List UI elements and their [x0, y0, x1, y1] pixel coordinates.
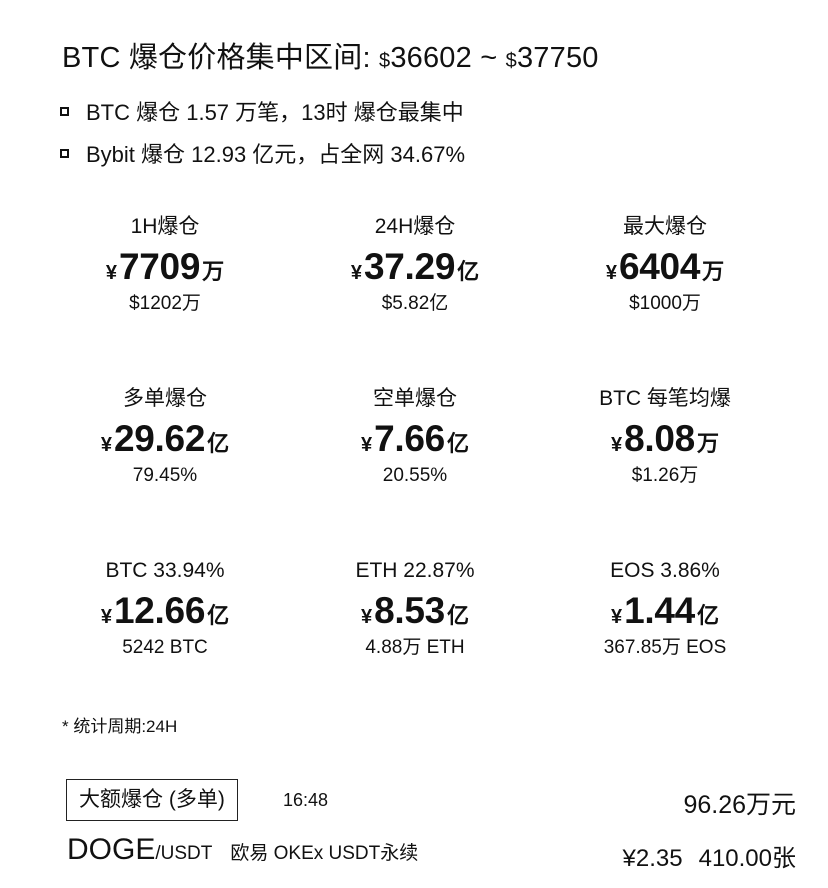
liquidation-time: 16:48 [283, 790, 329, 810]
stat-eth-share: ETH 22.87% ¥8.53亿 4.88万 ETH [290, 552, 540, 724]
stat-btc-avg-liquidation: BTC 每笔均爆 ¥8.08万 $1.26万 [540, 380, 790, 552]
liquidation-amount: 96.26万元 [683, 791, 796, 819]
pair-symbol: DOGE [67, 833, 156, 866]
stat-value: ¥7.66亿 [290, 416, 540, 462]
stat-sub: 20.55% [382, 465, 448, 486]
stats-row: BTC 33.94% ¥12.66亿 5242 BTC ETH 22.87% ¥… [40, 552, 790, 724]
bullet-text: Bybit 爆仓 12.93 亿元，占全网 34.67% [86, 142, 466, 167]
bullet-item: BTC 爆仓 1.57 万笔，13时 爆仓最集中 [60, 90, 465, 132]
stat-label: BTC 每笔均爆 [599, 387, 731, 410]
stat-number: 7709 [118, 246, 201, 287]
price-high: 37750 [516, 42, 599, 74]
stats-period-note: * 统计周期:24H [62, 717, 178, 736]
stat-unit: 万 [702, 259, 725, 284]
stats-grid: 1H爆仓 ¥7709万 $1202万 24H爆仓 ¥37.29亿 $5.82亿 … [40, 208, 790, 724]
stat-number: 7.66 [374, 418, 445, 459]
dollar-sign: $ [505, 50, 517, 72]
currency-symbol: ¥ [605, 262, 617, 284]
square-bullet-icon [60, 106, 69, 116]
stat-1h-liquidation: 1H爆仓 ¥7709万 $1202万 [40, 208, 290, 380]
stat-value: ¥37.29亿 [290, 244, 540, 290]
square-bullet-icon [60, 148, 69, 158]
stat-unit: 亿 [446, 431, 469, 456]
big-liquidation-tag: 大额爆仓 (多单) [66, 779, 238, 821]
stat-sub: 4.88万 ETH [365, 637, 465, 658]
stat-sub: $1000万 [629, 293, 701, 314]
stat-number: 37.29 [364, 246, 456, 287]
stats-row: 1H爆仓 ¥7709万 $1202万 24H爆仓 ¥37.29亿 $5.82亿 … [40, 208, 790, 380]
stat-eos-share: EOS 3.86% ¥1.44亿 367.85万 EOS [540, 552, 790, 724]
stat-number: 6404 [618, 246, 701, 287]
stat-unit: 万 [696, 431, 719, 456]
stat-unit: 亿 [457, 259, 480, 284]
pair-quote: /USDT [155, 843, 213, 864]
stat-sub: 5242 BTC [122, 637, 208, 658]
bullet-text: BTC 爆仓 1.57 万笔，13时 爆仓最集中 [86, 100, 464, 125]
stat-value: ¥6404万 [540, 244, 790, 290]
stat-short-liquidation: 空单爆仓 ¥7.66亿 20.55% [290, 380, 540, 552]
trading-pair: DOGE/USDT 欧易 OKEx USDT永续 [67, 833, 418, 867]
price-low: 36602 [390, 42, 472, 74]
currency-symbol: ¥ [361, 434, 373, 456]
liquidation-price-qty: ¥2.35 410.00张 [623, 838, 796, 873]
currency-symbol: ¥ [361, 606, 373, 628]
stat-value: ¥7709万 [40, 244, 290, 290]
liquidation-price: ¥2.35 [622, 845, 683, 872]
stat-sub: 79.45% [132, 465, 198, 486]
stat-number: 8.53 [374, 590, 445, 631]
stat-value: ¥29.62亿 [40, 416, 290, 462]
stats-row: 多单爆仓 ¥29.62亿 79.45% 空单爆仓 ¥7.66亿 20.55% B… [40, 380, 790, 552]
stat-label: 最大爆仓 [623, 215, 707, 238]
stat-sub: $5.82亿 [381, 293, 449, 314]
stat-24h-liquidation: 24H爆仓 ¥37.29亿 $5.82亿 [290, 208, 540, 380]
stat-label: 24H爆仓 [374, 215, 456, 238]
stat-label: 多单爆仓 [123, 387, 207, 410]
stat-sub: 367.85万 EOS [603, 637, 727, 658]
stat-sub: $1.26万 [631, 465, 699, 486]
currency-symbol: ¥ [611, 606, 623, 628]
summary-bullets: BTC 爆仓 1.57 万笔，13时 爆仓最集中 Bybit 爆仓 12.93 … [60, 90, 465, 174]
stat-value: ¥8.08万 [540, 416, 790, 462]
stat-label: ETH 22.87% [355, 559, 475, 582]
stat-label: EOS 3.86% [610, 559, 720, 582]
bullet-item: Bybit 爆仓 12.93 亿元，占全网 34.67% [60, 132, 465, 174]
stat-unit: 万 [202, 259, 225, 284]
stat-sub: $1202万 [129, 293, 201, 314]
stat-unit: 亿 [696, 603, 719, 628]
stat-label: 空单爆仓 [373, 387, 457, 410]
title-prefix: BTC 爆仓价格集中区间: [62, 42, 379, 74]
stat-value: ¥1.44亿 [540, 588, 790, 634]
stat-btc-share: BTC 33.94% ¥12.66亿 5242 BTC [40, 552, 290, 724]
stat-number: 8.08 [624, 418, 695, 459]
currency-symbol: ¥ [100, 606, 112, 628]
stat-max-liquidation: 最大爆仓 ¥6404万 $1000万 [540, 208, 790, 380]
currency-symbol: ¥ [105, 262, 117, 284]
stat-unit: 亿 [446, 603, 469, 628]
currency-symbol: ¥ [350, 262, 362, 284]
stat-unit: 亿 [207, 603, 230, 628]
stat-unit: 亿 [207, 431, 230, 456]
stat-value: ¥12.66亿 [40, 588, 290, 634]
range-separator: ~ [471, 42, 506, 74]
exchange-name: 欧易 OKEx USDT永续 [230, 843, 419, 864]
currency-symbol: ¥ [100, 434, 112, 456]
liquidation-quantity: 410.00张 [698, 845, 796, 872]
stat-label: 1H爆仓 [130, 215, 200, 238]
stat-number: 29.62 [114, 418, 206, 459]
stat-value: ¥8.53亿 [290, 588, 540, 634]
page-title: BTC 爆仓价格集中区间: $36602 ~ $37750 [62, 34, 599, 76]
stat-number: 1.44 [624, 590, 695, 631]
stat-label: BTC 33.94% [105, 559, 225, 582]
stat-number: 12.66 [114, 590, 206, 631]
currency-symbol: ¥ [611, 434, 623, 456]
stat-long-liquidation: 多单爆仓 ¥29.62亿 79.45% [40, 380, 290, 552]
dollar-sign: $ [378, 50, 391, 72]
